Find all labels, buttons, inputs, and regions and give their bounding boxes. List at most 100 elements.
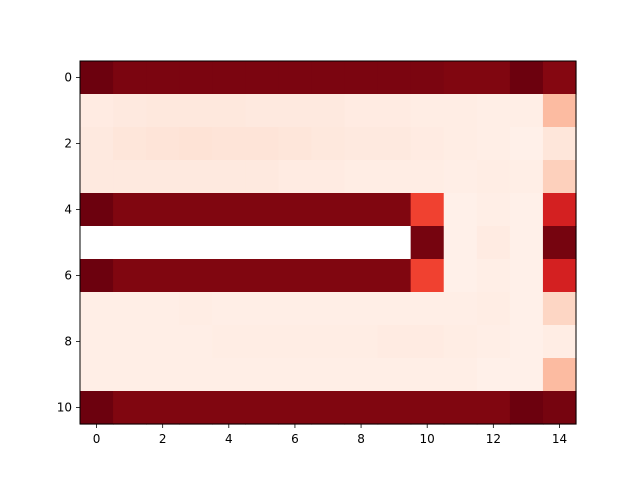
heatmap-cell [377,193,412,227]
heatmap-cell [410,160,445,194]
heatmap-cell [245,94,279,128]
heatmap-cell [509,226,544,260]
heatmap-cell [542,391,577,425]
heatmap-cell [146,94,180,128]
heatmap-cell [146,292,180,326]
heatmap-cell [443,127,478,161]
heatmap-cell [80,325,114,359]
heatmap-cell [410,391,445,425]
heatmap-cells [80,61,577,425]
x-tick-label: 10 [420,432,435,446]
heatmap-cell [311,127,346,161]
heatmap-cell [311,259,346,293]
heatmap-cell [311,160,346,194]
x-tick-label: 2 [159,432,167,446]
heatmap-cell [311,358,346,392]
heatmap-cell [542,292,577,326]
heatmap-cell [245,226,279,260]
heatmap-cell [245,259,279,293]
x-tick-label: 12 [486,432,501,446]
heatmap-cell [410,226,445,260]
heatmap-cell [410,325,445,359]
heatmap-cell [443,391,478,425]
heatmap-cell [344,391,379,425]
heatmap-cell [212,391,246,425]
heatmap-cell [311,391,346,425]
heatmap-cell [212,358,246,392]
heatmap-cell [410,61,445,95]
heatmap-cell [476,127,511,161]
heatmap-cell [443,259,478,293]
heatmap-cell [476,358,511,392]
heatmap-cell [311,193,346,227]
heatmap-cell [509,61,544,95]
heatmap-cell [212,259,246,293]
heatmap-cell [311,325,346,359]
heatmap-cell [377,358,412,392]
heatmap-cell [443,94,478,128]
x-axis: 0 2 4 6 8 10 12 14 [93,424,567,446]
heatmap-cell [344,226,379,260]
heatmap-cell [146,391,180,425]
heatmap-cell [509,259,544,293]
heatmap-cell [278,61,313,95]
y-tick-label: 8 [64,335,72,349]
heatmap-cell [278,325,313,359]
heatmap-cell [476,61,511,95]
heatmap-cell [245,127,279,161]
heatmap-cell [344,358,379,392]
heatmap-cell [509,391,544,425]
heatmap-cell [245,391,279,425]
heatmap-cell [542,127,577,161]
heatmap-cell [113,193,147,227]
y-tick-label: 2 [64,137,72,151]
heatmap-cell [179,61,213,95]
heatmap-cell [377,61,412,95]
heatmap-cell [344,259,379,293]
heatmap-cell [113,259,147,293]
heatmap-cell [377,94,412,128]
heatmap-cell [278,259,313,293]
heatmap-cell [344,127,379,161]
heatmap-cell [80,127,114,161]
heatmap-cell [179,193,213,227]
x-tick-label: 14 [552,432,567,446]
heatmap-cell [212,226,246,260]
heatmap-cell [509,127,544,161]
heatmap-cell [179,160,213,194]
heatmap-cell [542,160,577,194]
y-tick-label: 4 [64,203,72,217]
heatmap-cell [278,127,313,161]
heatmap-cell [476,226,511,260]
heatmap-cell [212,292,246,326]
heatmap-cell [245,193,279,227]
heatmap-cell [476,259,511,293]
heatmap-cell [146,226,180,260]
heatmap-cell [113,358,147,392]
heatmap-cell [443,325,478,359]
heatmap-cell [410,259,445,293]
heatmap-cell [80,391,114,425]
heatmap-cell [410,292,445,326]
heatmap-cell [311,94,346,128]
heatmap-cell [410,193,445,227]
heatmap-cell [443,160,478,194]
heatmap-cell [113,94,147,128]
y-tick-label: 6 [64,269,72,283]
heatmap-cell [278,94,313,128]
heatmap-cell [212,94,246,128]
x-tick-label: 4 [225,432,233,446]
heatmap-cell [377,259,412,293]
heatmap-cell [311,226,346,260]
heatmap-cell [212,193,246,227]
heatmap-cell [113,226,147,260]
heatmap-cell [344,94,379,128]
y-tick-label: 10 [57,401,72,415]
heatmap-cell [278,358,313,392]
heatmap-cell [509,292,544,326]
heatmap-cell [245,61,279,95]
heatmap-cell [245,292,279,326]
heatmap-cell [344,160,379,194]
heatmap-cell [344,61,379,95]
heatmap-cell [179,325,213,359]
